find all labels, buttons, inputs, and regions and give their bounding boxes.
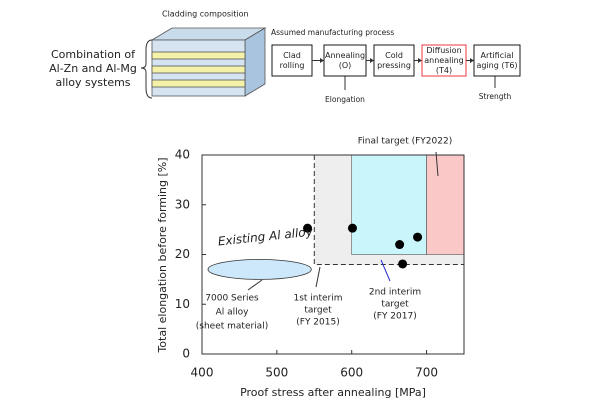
x-axis-label: Proof stress after annealing [MPa] [240, 386, 426, 399]
data-point [395, 240, 405, 250]
y-tick-label: 10 [175, 297, 190, 311]
x-tick-label: 500 [265, 366, 288, 380]
second-target-label: target [381, 300, 409, 310]
existing-alloy-range [207, 259, 312, 280]
arrow-head [418, 58, 422, 63]
y-tick-label: 40 [175, 148, 190, 162]
step-text: Clad [283, 51, 301, 60]
step-text: aging (T6) [476, 61, 517, 70]
y-tick-label: 30 [175, 197, 190, 211]
process-step [473, 44, 521, 77]
combination-text: alloy systems [55, 76, 130, 89]
data-point [303, 223, 313, 233]
step-text: pressing [377, 61, 411, 70]
step-text: Diffusion [426, 46, 461, 55]
leader [315, 266, 321, 288]
step-text: Cold [385, 51, 403, 60]
data-point [347, 223, 357, 233]
combination-text: Al-Zn and Al-Mg [49, 62, 137, 75]
data-point [413, 232, 423, 242]
series7000-label: 7000 Series [205, 294, 259, 304]
x-tick-label: 400 [191, 366, 214, 380]
step-text: Artificial [481, 51, 514, 60]
existing-label: Existing Al alloy [217, 224, 314, 248]
y-axis-label: Total elongation before forming [%] [156, 157, 169, 353]
process-step [323, 44, 367, 77]
process-step [271, 44, 313, 77]
step-text: annealing [424, 56, 463, 65]
elongation-note: Elongation [325, 95, 365, 104]
process-label: Assumed manufacturing process [271, 28, 394, 37]
step-text: (T4) [436, 66, 452, 75]
strength-note: Strength [479, 92, 512, 101]
combination-text: Combination of [51, 48, 136, 61]
y-tick-label: 0 [182, 347, 190, 361]
data-point [398, 259, 408, 269]
arrow-head [470, 58, 474, 63]
interim-boundary [313, 155, 464, 265]
leader [435, 151, 439, 177]
arrow-head [320, 58, 324, 63]
arrow-head [370, 58, 374, 63]
target-region [426, 154, 465, 255]
step-text: rolling [280, 61, 305, 70]
step-text: (O) [339, 61, 352, 70]
series7000-label: Al alloy [216, 308, 250, 318]
clad-block [150, 27, 267, 97]
final-target-label: Final target (FY2022) [358, 137, 452, 147]
process-step [421, 44, 467, 77]
second-target-label: (FY 2017) [373, 312, 416, 322]
brace [140, 39, 153, 99]
series7000-label: (sheet material) [196, 322, 268, 332]
leader [380, 259, 391, 282]
y-tick-label: 20 [175, 247, 190, 261]
second-target-label: 2nd interim [369, 288, 421, 298]
first-target-label: (FY 2015) [296, 318, 339, 328]
first-target-label: target [304, 306, 332, 316]
cladding-label: Cladding composition [162, 10, 249, 19]
first-target-label: 1st interim [293, 294, 342, 304]
step-text: Annealing [325, 51, 365, 60]
x-tick-label: 700 [415, 366, 438, 380]
process-step [373, 44, 415, 77]
x-tick-label: 600 [340, 366, 363, 380]
note-leaders [344, 76, 496, 90]
leader [247, 279, 263, 291]
